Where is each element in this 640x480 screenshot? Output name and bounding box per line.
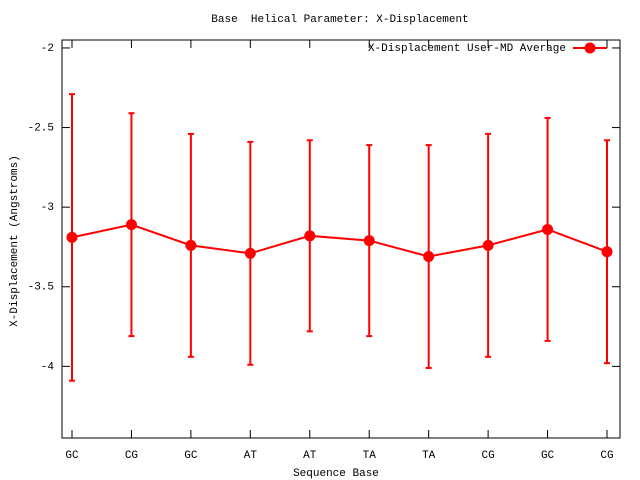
x-axis-label: Sequence Base: [293, 468, 379, 480]
y-tick-label: -2: [41, 43, 54, 55]
y-tick-label: -2.5: [28, 122, 54, 134]
x-tick-label: AT: [303, 450, 317, 462]
x-tick-label: CG: [125, 450, 138, 462]
x-tick-label: GC: [541, 450, 555, 462]
point: [244, 247, 256, 259]
y-axis-label: X-Displacement (Angstroms): [9, 155, 21, 327]
legend-marker: [584, 42, 596, 54]
x-tick-label: CG: [482, 450, 495, 462]
x-tick-label: TA: [422, 450, 436, 462]
y-tick-label: -3: [41, 202, 54, 214]
x-tick-label: GC: [65, 450, 79, 462]
point: [304, 230, 316, 242]
point: [363, 235, 375, 247]
plot-frame: [61, 39, 621, 439]
point: [482, 239, 494, 251]
x-tick-label: GC: [184, 450, 198, 462]
chart-title: Base Helical Parameter: X-Displacement: [211, 14, 468, 26]
x-tick-label: TA: [363, 450, 377, 462]
y-tick-label: -4: [41, 361, 55, 373]
x-tick-label: CG: [600, 450, 613, 462]
series-line: [71, 223, 608, 258]
point: [185, 239, 197, 251]
point: [601, 246, 613, 258]
point: [423, 251, 435, 263]
point: [542, 223, 554, 235]
x-tick-label: AT: [244, 450, 258, 462]
y-tick-label: -3.5: [28, 282, 54, 294]
point: [125, 219, 137, 231]
point: [66, 231, 78, 243]
legend-label: X-Displacement User-MD Average: [368, 43, 566, 55]
